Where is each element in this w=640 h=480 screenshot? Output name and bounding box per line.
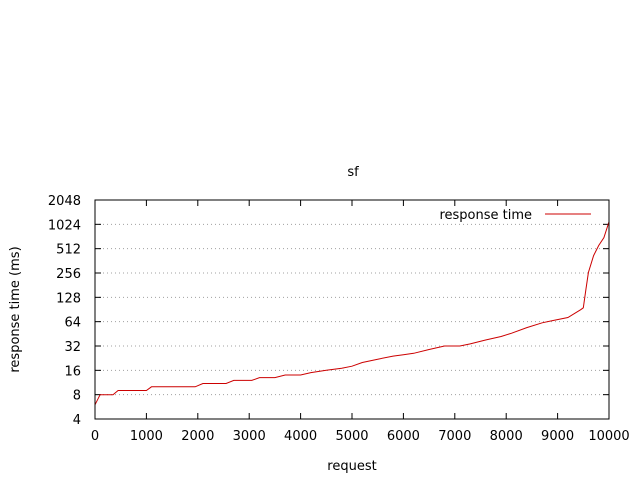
y-tick-label: 128 bbox=[56, 291, 81, 306]
x-tick-label: 2000 bbox=[181, 429, 214, 444]
ticks: 4 8 16 32 64 128 256 512 1024 2048 0 1000 2000 3000 40… bbox=[48, 194, 630, 444]
axis-frame bbox=[94, 199, 610, 420]
x-tick-label: 9000 bbox=[541, 429, 574, 444]
x-tick-label: 5000 bbox=[335, 429, 368, 444]
x-tick-label: 7000 bbox=[438, 429, 471, 444]
y-tick-label: 16 bbox=[64, 364, 81, 379]
x-axis-label: request bbox=[327, 459, 376, 474]
y-tick-label: 32 bbox=[64, 340, 81, 355]
y-axis-label: response time (ms) bbox=[8, 246, 23, 372]
y-tick-label: 4 bbox=[73, 413, 81, 428]
legend: response time bbox=[439, 208, 591, 223]
x-tick-label: 8000 bbox=[490, 429, 523, 444]
x-tick-label: 3000 bbox=[233, 429, 266, 444]
y-tick-label: 1024 bbox=[48, 218, 81, 233]
series-line-response-time bbox=[94, 221, 610, 406]
x-tick-label: 4000 bbox=[284, 429, 317, 444]
y-tick-label: 8 bbox=[73, 389, 81, 404]
y-tick-label: 64 bbox=[64, 316, 81, 331]
plot-area bbox=[94, 221, 610, 406]
x-tick-label: 10000 bbox=[588, 429, 629, 444]
x-tick-label: 1000 bbox=[130, 429, 163, 444]
grid bbox=[95, 223, 609, 396]
y-tick-label: 512 bbox=[56, 243, 81, 258]
y-tick-label: 256 bbox=[56, 267, 81, 282]
legend-label: response time bbox=[439, 208, 532, 223]
y-tick-label: 2048 bbox=[48, 194, 81, 209]
x-tick-label: 6000 bbox=[387, 429, 420, 444]
chart-title: sf bbox=[347, 165, 359, 180]
x-tick-label: 0 bbox=[91, 429, 99, 444]
